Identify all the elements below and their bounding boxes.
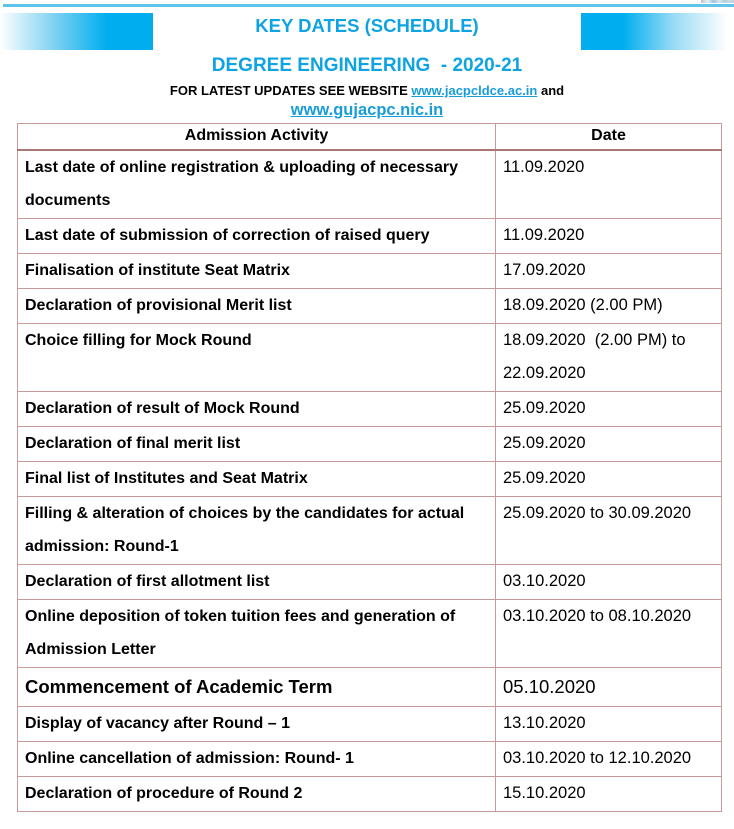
right-gradient-bar <box>581 13 732 50</box>
table-row: Declaration of procedure of Round 2 15.10… <box>17 775 722 812</box>
date-cell: 03.10.2020 to 08.10.2020 <box>495 598 722 668</box>
date-cell: 11.09.2020 <box>495 217 722 254</box>
page-title: KEY DATES (SCHEDULE) <box>255 15 479 36</box>
jacpcldce-link[interactable]: www.jacpcldce.ac.in <box>411 83 538 98</box>
table-row: Last date of online registration & uploa… <box>17 149 722 219</box>
left-gradient-bar <box>0 13 153 50</box>
date-cell: 25.09.2020 <box>495 425 722 462</box>
date-cell: 03.10.2020 to 12.10.2020 <box>495 740 722 777</box>
date-cell: 18.09.2020 (2.00 PM) to 22.09.2020 <box>495 322 722 392</box>
date-cell: 03.10.2020 <box>495 563 722 600</box>
table-row: Last date of submission of correction of… <box>17 217 722 254</box>
activity-cell: Online deposition of token tuition fees … <box>17 598 496 668</box>
updates-prefix: FOR LATEST UPDATES SEE WEBSITE <box>169 83 412 98</box>
gujacpc-line: www.gujacpc.nic.in <box>0 101 734 119</box>
table-row: Finalisation of institute Seat Matrix 17.… <box>17 252 722 289</box>
date-cell: 15.10.2020 <box>495 775 722 812</box>
activity-cell: Online cancellation of admission: Round-… <box>17 740 496 777</box>
activity-cell: Declaration of first allotment list <box>17 563 496 600</box>
activity-cell: Commencement of Academic Term <box>17 666 496 707</box>
date-cell: 25.09.2020 to 30.09.2020 <box>495 495 722 565</box>
col-header-date: Date <box>495 123 722 151</box>
table-row: Final list of Institutes and Seat Matrix… <box>17 460 722 497</box>
date-cell: 05.10.2020 <box>495 666 722 707</box>
table-row: Commencement of Academic Term 05.10.2020 <box>17 666 722 707</box>
date-cell: 25.09.2020 <box>495 460 722 497</box>
table-row: Online cancellation of admission: Round-… <box>17 740 722 777</box>
date-cell: 13.10.2020 <box>495 705 722 742</box>
table-row: Declaration of provisional Merit list 18.… <box>17 287 722 324</box>
updates-line: FOR LATEST UPDATES SEE WEBSITE www.jacpc… <box>0 83 734 98</box>
activity-cell: Choice filling for Mock Round <box>17 322 496 392</box>
activity-cell: Final list of Institutes and Seat Matrix <box>17 460 496 497</box>
table-row: Online deposition of token tuition fees … <box>17 598 722 668</box>
gujacpc-link[interactable]: www.gujacpc.nic.in <box>290 101 444 119</box>
date-cell: 11.09.2020 <box>495 149 722 219</box>
table-row: Declaration of final merit list 25.09.202… <box>17 425 722 462</box>
activity-cell: Declaration of procedure of Round 2 <box>17 775 496 812</box>
table-row: Declaration of first allotment list 03.10… <box>17 563 722 600</box>
activity-cell: Declaration of final merit list <box>17 425 496 462</box>
date-cell: 17.09.2020 <box>495 252 722 289</box>
date-cell: 18.09.2020 (2.00 PM) <box>495 287 722 324</box>
table-row: Choice filling for Mock Round 18.09.2020 … <box>17 322 722 392</box>
col-header-admission-activity: Admission Activity <box>17 123 496 151</box>
table-row: Declaration of result of Mock Round 25.09… <box>17 390 722 427</box>
table-row: Display of vacancy after Round – 1 13.10.… <box>17 705 722 742</box>
date-cell: 25.09.2020 <box>495 390 722 427</box>
top-cyan-rule <box>3 4 734 7</box>
table-row: Filling & alteration of choices by the c… <box>17 495 722 565</box>
table-header-row: Admission Activity Date <box>17 123 722 151</box>
updates-suffix: and <box>537 83 565 98</box>
activity-cell: Filling & alteration of choices by the c… <box>17 495 496 565</box>
activity-cell: Last date of online registration & uploa… <box>17 149 496 219</box>
activity-cell: Display of vacancy after Round – 1 <box>17 705 496 742</box>
activity-cell: Last date of submission of correction of… <box>17 217 496 254</box>
page-subtitle: DEGREE ENGINEERING - 2020-21 <box>211 55 523 76</box>
clipped-corner-fragment <box>701 0 734 3</box>
activity-cell: Finalisation of institute Seat Matrix <box>17 252 496 289</box>
activity-cell: Declaration of provisional Merit list <box>17 287 496 324</box>
activity-cell: Declaration of result of Mock Round <box>17 390 496 427</box>
schedule-table-body: Last date of online registration & uploa… <box>17 149 722 812</box>
schedule-table: Admission Activity Date Last date of onl… <box>17 123 722 812</box>
